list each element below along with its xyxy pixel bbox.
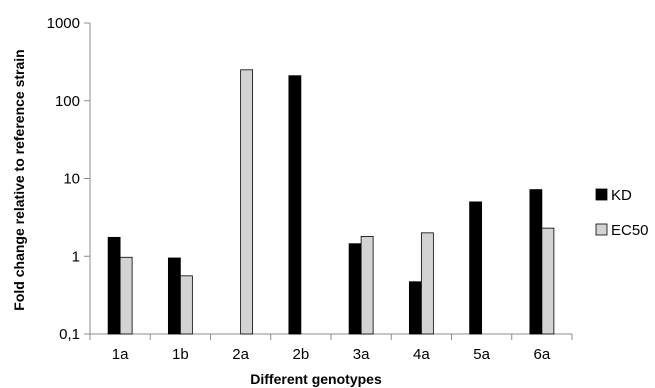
x-tick-label: 3a: [353, 346, 370, 363]
x-axis: 1a 1b 2a 2b 3a 4a 5a 6a: [89, 333, 573, 363]
bar-kd-5a: [469, 201, 483, 335]
bar-ec50-1b: [179, 275, 193, 335]
bars: [107, 69, 555, 335]
x-tick-label: 1b: [172, 346, 189, 363]
legend-label-ec50: EC50: [611, 222, 649, 239]
y-axis-title: Fold change relative to reference strain: [11, 49, 27, 310]
x-tick-label: 4a: [413, 346, 430, 363]
y-axis: 0,1 1 10 100 1000: [47, 15, 91, 343]
bar-ec50-4a: [420, 232, 434, 335]
x-tick-label: 2a: [232, 346, 249, 363]
legend: KD EC50: [595, 187, 649, 239]
bar-ec50-6a: [541, 227, 555, 335]
bar-kd-2b: [288, 75, 302, 335]
y-tick-label: 1000: [47, 15, 80, 32]
x-axis-title: Different genotypes: [250, 371, 382, 387]
legend-swatch-kd: [595, 188, 608, 201]
y-tick-label: 1: [72, 248, 80, 265]
x-ticks: 1a 1b 2a 2b 3a 4a 5a 6a: [89, 334, 573, 363]
bar-ec50-3a: [360, 236, 374, 335]
x-tick-label: 2b: [293, 346, 310, 363]
y-ticks: 0,1 1 10 100 1000: [47, 15, 90, 343]
bar-ec50-2a: [240, 69, 254, 335]
legend-label-kd: KD: [611, 187, 632, 204]
bar-kd-4a: [408, 281, 422, 335]
x-tick-label: 6a: [534, 346, 551, 363]
bar-kd-1a: [107, 236, 121, 335]
x-tick-label: 5a: [473, 346, 490, 363]
legend-swatch-ec50: [595, 223, 608, 236]
y-tick-label: 10: [63, 171, 80, 188]
bar-ec50-1a: [119, 256, 133, 335]
y-tick-label: 0,1: [59, 326, 80, 343]
y-tick-label: 100: [55, 93, 80, 110]
bar-kd-6a: [529, 189, 543, 335]
bar-kd-1b: [167, 257, 181, 335]
x-tick-label: 1a: [112, 346, 129, 363]
bar-kd-3a: [348, 243, 362, 335]
